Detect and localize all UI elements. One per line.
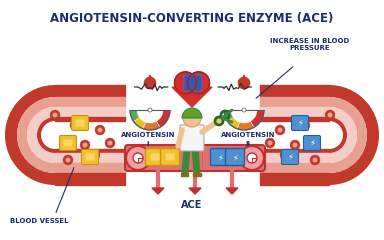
Circle shape bbox=[80, 140, 90, 150]
Circle shape bbox=[247, 153, 257, 163]
FancyBboxPatch shape bbox=[60, 136, 76, 150]
Polygon shape bbox=[189, 188, 201, 194]
FancyBboxPatch shape bbox=[281, 150, 298, 164]
Wedge shape bbox=[134, 117, 146, 129]
Wedge shape bbox=[329, 117, 347, 153]
FancyBboxPatch shape bbox=[86, 154, 94, 161]
Circle shape bbox=[53, 113, 58, 118]
Wedge shape bbox=[224, 110, 233, 121]
Wedge shape bbox=[250, 110, 264, 127]
Circle shape bbox=[144, 77, 156, 89]
Circle shape bbox=[108, 140, 113, 145]
Circle shape bbox=[275, 125, 285, 135]
Wedge shape bbox=[329, 97, 367, 173]
FancyBboxPatch shape bbox=[76, 120, 84, 126]
Wedge shape bbox=[237, 121, 254, 130]
Circle shape bbox=[293, 143, 298, 148]
Text: INCREASE IN BLOOD
PRESSURE: INCREASE IN BLOOD PRESSURE bbox=[270, 38, 349, 51]
Polygon shape bbox=[147, 75, 153, 83]
Wedge shape bbox=[228, 117, 240, 129]
FancyBboxPatch shape bbox=[151, 154, 159, 161]
FancyBboxPatch shape bbox=[166, 154, 174, 161]
FancyBboxPatch shape bbox=[146, 149, 164, 166]
Text: ⚡: ⚡ bbox=[217, 154, 223, 162]
Circle shape bbox=[283, 152, 288, 157]
FancyBboxPatch shape bbox=[125, 145, 265, 171]
Circle shape bbox=[66, 157, 71, 162]
Polygon shape bbox=[241, 75, 247, 83]
Circle shape bbox=[278, 127, 283, 132]
Circle shape bbox=[148, 108, 152, 112]
Wedge shape bbox=[157, 110, 170, 127]
Circle shape bbox=[174, 72, 196, 94]
Circle shape bbox=[280, 150, 290, 160]
Polygon shape bbox=[226, 188, 238, 194]
Circle shape bbox=[83, 143, 88, 148]
FancyBboxPatch shape bbox=[184, 75, 202, 91]
FancyBboxPatch shape bbox=[225, 149, 245, 166]
Circle shape bbox=[290, 140, 300, 150]
Circle shape bbox=[240, 146, 264, 170]
Text: ⚡: ⚡ bbox=[287, 152, 293, 162]
Circle shape bbox=[50, 110, 60, 120]
Text: ANGIOTENSIN: ANGIOTENSIN bbox=[121, 132, 175, 138]
Circle shape bbox=[313, 157, 318, 162]
Circle shape bbox=[90, 150, 100, 160]
Polygon shape bbox=[152, 188, 164, 194]
FancyBboxPatch shape bbox=[180, 125, 204, 151]
Circle shape bbox=[73, 122, 78, 127]
Wedge shape bbox=[182, 108, 202, 118]
Text: ⚡: ⚡ bbox=[232, 154, 238, 162]
Circle shape bbox=[98, 127, 103, 132]
Text: ACE: ACE bbox=[181, 200, 203, 210]
Text: ANGIOTENSIN: ANGIOTENSIN bbox=[221, 132, 275, 138]
Wedge shape bbox=[27, 107, 55, 163]
Text: ⚡: ⚡ bbox=[297, 119, 303, 127]
Polygon shape bbox=[172, 87, 212, 107]
Circle shape bbox=[242, 108, 246, 112]
Polygon shape bbox=[181, 173, 188, 176]
Wedge shape bbox=[329, 85, 379, 185]
Circle shape bbox=[303, 122, 308, 127]
Text: ⚡: ⚡ bbox=[309, 138, 315, 148]
Circle shape bbox=[300, 120, 310, 130]
Text: I: I bbox=[147, 141, 149, 147]
Text: ANGIOTENSIN-CONVERTING ENZYME (ACE): ANGIOTENSIN-CONVERTING ENZYME (ACE) bbox=[50, 12, 334, 25]
Circle shape bbox=[105, 138, 115, 148]
FancyBboxPatch shape bbox=[81, 150, 99, 164]
FancyBboxPatch shape bbox=[291, 115, 308, 131]
Circle shape bbox=[93, 152, 98, 157]
Circle shape bbox=[268, 140, 273, 145]
Circle shape bbox=[70, 120, 80, 130]
FancyBboxPatch shape bbox=[210, 149, 230, 166]
FancyBboxPatch shape bbox=[303, 136, 321, 150]
FancyBboxPatch shape bbox=[71, 115, 88, 131]
Circle shape bbox=[325, 110, 335, 120]
Circle shape bbox=[328, 113, 333, 118]
Circle shape bbox=[126, 146, 150, 170]
Circle shape bbox=[133, 153, 143, 163]
Circle shape bbox=[183, 109, 201, 127]
FancyBboxPatch shape bbox=[161, 149, 179, 166]
Wedge shape bbox=[17, 97, 55, 173]
Circle shape bbox=[265, 138, 275, 148]
Text: II: II bbox=[245, 141, 250, 147]
Circle shape bbox=[63, 155, 73, 165]
Circle shape bbox=[310, 155, 320, 165]
Polygon shape bbox=[193, 173, 201, 176]
Circle shape bbox=[188, 72, 210, 94]
Wedge shape bbox=[329, 107, 357, 163]
Text: BLOOD VESSEL: BLOOD VESSEL bbox=[10, 218, 68, 224]
Wedge shape bbox=[130, 110, 139, 121]
Circle shape bbox=[95, 125, 105, 135]
Wedge shape bbox=[143, 121, 160, 130]
Wedge shape bbox=[5, 85, 55, 185]
FancyBboxPatch shape bbox=[63, 139, 73, 146]
Wedge shape bbox=[37, 117, 55, 153]
Circle shape bbox=[238, 77, 250, 89]
